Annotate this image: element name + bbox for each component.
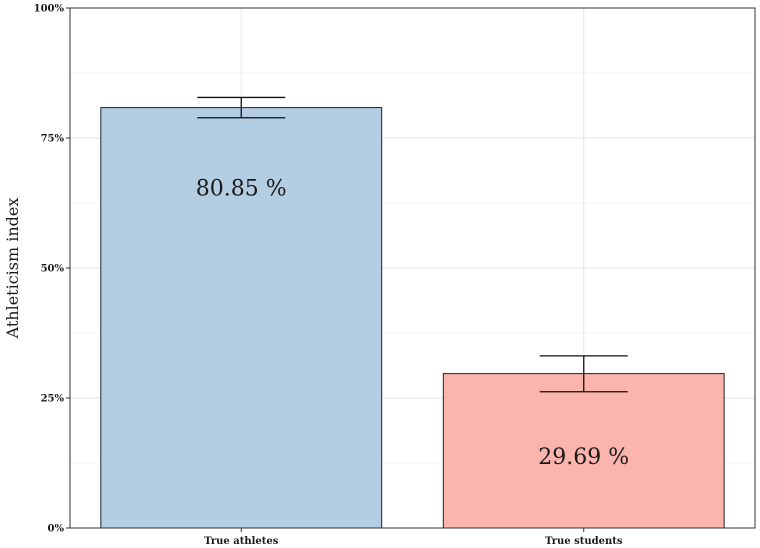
- error-bar: [539, 355, 628, 393]
- error-bar: [197, 96, 286, 119]
- x-axis: True athletes True students: [204, 528, 623, 547]
- x-tick-label: True students: [545, 536, 623, 547]
- x-tick-label: True athletes: [204, 536, 279, 547]
- y-axis-title: Athleticism index: [3, 198, 22, 340]
- bars: [100, 107, 725, 529]
- y-tick-label: 25%: [41, 394, 65, 405]
- bar-true-athletes: [100, 107, 383, 529]
- data-label: 80.85 %: [196, 177, 287, 202]
- y-tick-label: 75%: [41, 134, 65, 145]
- y-tick-label: 100%: [34, 4, 65, 15]
- y-axis: 0% 25% 50% 75% 100%: [34, 4, 70, 535]
- bar-true-students: [442, 373, 725, 529]
- y-tick-label: 50%: [41, 264, 65, 275]
- data-labels: 80.85 % 29.69 %: [196, 177, 629, 470]
- error-bars: [197, 96, 628, 393]
- data-label: 29.69 %: [538, 445, 629, 470]
- y-tick-label: 0%: [48, 524, 65, 535]
